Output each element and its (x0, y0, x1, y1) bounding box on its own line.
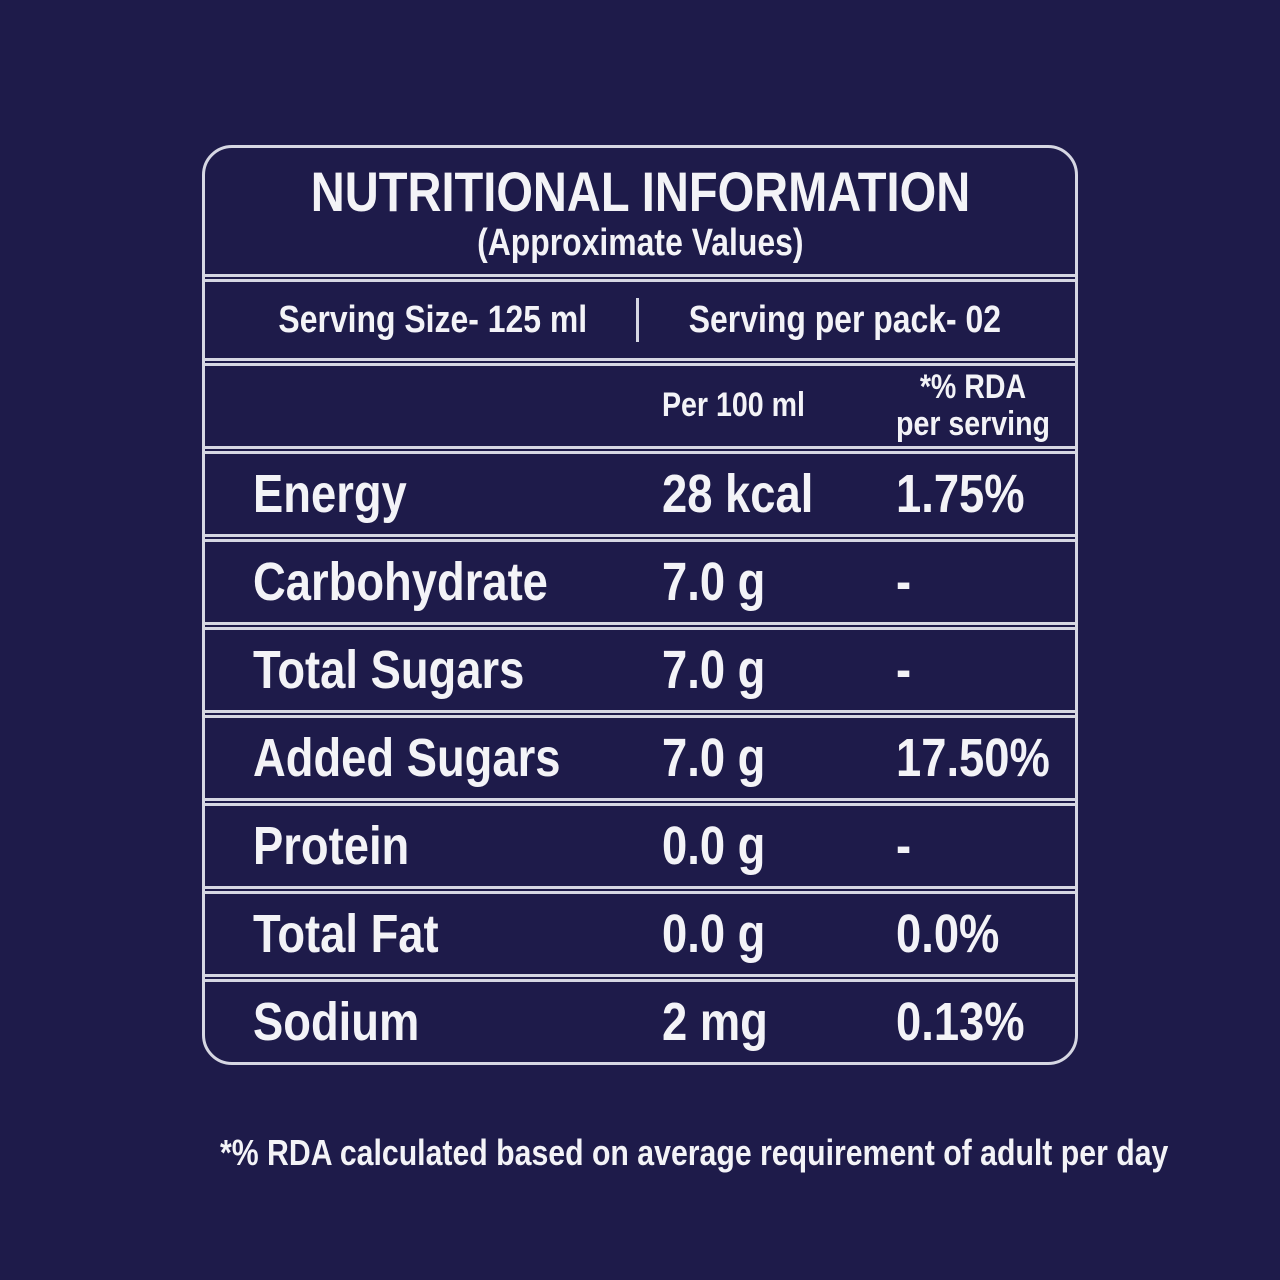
row-label: Sodium (205, 991, 662, 1053)
table-row-total-sugars: Total Sugars 7.0 g - (205, 630, 1075, 710)
panel-subtitle-text: (Approximate Values) (476, 221, 804, 264)
header-per100-text: Per 100 ml (662, 386, 805, 425)
table-row-added-sugars: Added Sugars 7.0 g 17.50% (205, 718, 1075, 798)
column-header-row: Per 100 ml *% RDA per serving (205, 366, 1075, 446)
header-rda-line2: per serving (896, 405, 1050, 443)
separator-bar (636, 298, 640, 342)
table-row-energy: Energy 28 kcal 1.75% (205, 454, 1075, 534)
row-rda: 0.0% (896, 903, 1075, 965)
row-divider (205, 974, 1075, 982)
panel-title: NUTRITIONAL INFORMATION (248, 159, 1033, 223)
row-divider (205, 798, 1075, 806)
row-per100-text: 2 mg (662, 992, 768, 1052)
row-per100-text: 28 kcal (662, 464, 814, 524)
row-rda-text: 1.75% (896, 464, 1025, 524)
row-rda: 0.13% (896, 991, 1075, 1053)
row-rda: - (896, 639, 1075, 701)
row-per100: 2 mg (662, 991, 896, 1053)
row-label: Protein (205, 815, 662, 877)
serving-section: Serving Size- 125 ml Serving per pack- 0… (205, 282, 1075, 358)
row-per100-text: 7.0 g (662, 640, 766, 700)
header-per100: Per 100 ml (662, 386, 896, 425)
serving-size: Serving Size- 125 ml (249, 299, 617, 342)
row-rda-text: - (896, 552, 912, 612)
row-per100: 0.0 g (662, 815, 896, 877)
panel-subtitle: (Approximate Values) (446, 222, 835, 266)
row-divider (205, 446, 1075, 454)
row-label-text: Total Fat (253, 904, 439, 964)
row-per100: 28 kcal (662, 463, 896, 525)
rda-footnote-text: *% RDA calculated based on average requi… (220, 1132, 1169, 1173)
row-divider (205, 534, 1075, 542)
row-label: Carbohydrate (205, 551, 662, 613)
row-divider (205, 710, 1075, 718)
row-label-text: Carbohydrate (253, 552, 548, 612)
header-rda: *% RDA per serving (896, 367, 1075, 444)
nutrition-panel: NUTRITIONAL INFORMATION (Approximate Val… (202, 145, 1078, 1065)
row-label: Total Sugars (205, 639, 662, 701)
row-per100-text: 0.0 g (662, 904, 766, 964)
row-per100: 7.0 g (662, 639, 896, 701)
panel-title-text: NUTRITIONAL INFORMATION (310, 159, 970, 223)
row-divider (205, 622, 1075, 630)
row-label: Total Fat (205, 903, 662, 965)
row-rda-text: 0.13% (896, 992, 1025, 1052)
serving-size-text: Serving Size- 125 ml (278, 298, 587, 341)
row-rda-text: - (896, 640, 912, 700)
row-rda: 17.50% (896, 727, 1075, 789)
row-per100: 7.0 g (662, 727, 896, 789)
row-rda-text: 0.0% (896, 904, 1000, 964)
header-rda-text: *% RDA per serving (896, 367, 1050, 444)
row-per100-text: 0.0 g (662, 816, 766, 876)
row-divider (205, 886, 1075, 894)
row-label-text: Energy (253, 464, 407, 524)
row-per100-text: 7.0 g (662, 552, 766, 612)
serving-per-pack: Serving per pack- 02 (659, 299, 1031, 342)
row-rda: 1.75% (896, 463, 1075, 525)
table-row-protein: Protein 0.0 g - (205, 806, 1075, 886)
row-label-text: Sodium (253, 992, 420, 1052)
row-per100-text: 7.0 g (662, 728, 766, 788)
row-rda-text: - (896, 816, 912, 876)
header-rda-line1: *% RDA (919, 367, 1027, 406)
row-label-text: Total Sugars (253, 640, 525, 700)
row-per100: 0.0 g (662, 903, 896, 965)
row-label: Added Sugars (205, 727, 662, 789)
row-label-text: Protein (253, 816, 410, 876)
row-per100: 7.0 g (662, 551, 896, 613)
section-divider (205, 274, 1075, 282)
table-row-sodium: Sodium 2 mg 0.13% (205, 982, 1075, 1062)
table-row-carbohydrate: Carbohydrate 7.0 g - (205, 542, 1075, 622)
table-row-total-fat: Total Fat 0.0 g 0.0% (205, 894, 1075, 974)
row-rda-text: 17.50% (896, 728, 1050, 788)
title-section: NUTRITIONAL INFORMATION (Approximate Val… (205, 148, 1075, 274)
row-rda: - (896, 815, 1075, 877)
serving-per-pack-text: Serving per pack- 02 (689, 298, 1002, 341)
section-divider (205, 358, 1075, 366)
row-rda: - (896, 551, 1075, 613)
row-label-text: Added Sugars (253, 728, 561, 788)
row-label: Energy (205, 463, 662, 525)
rda-footnote: *% RDA calculated based on average requi… (200, 1090, 1280, 1174)
